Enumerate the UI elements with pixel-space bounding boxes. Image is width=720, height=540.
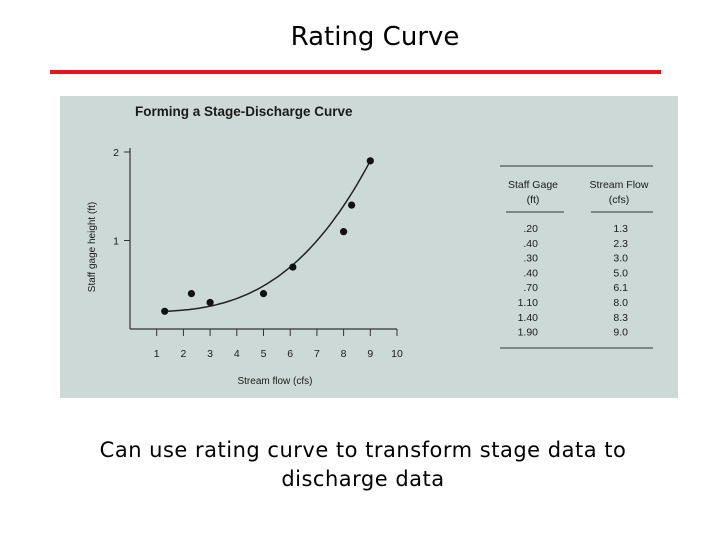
table-cell-flow: 8.0: [613, 297, 628, 309]
x-tick-label: 3: [207, 348, 213, 360]
chart-title: Forming a Stage-Discharge Curve: [135, 104, 353, 119]
curve-path: [164, 160, 371, 313]
data-point: [187, 290, 196, 298]
data-point: [340, 228, 348, 236]
caption-line-2: discharge data: [281, 467, 445, 491]
table-cell-flow: 3.0: [613, 253, 628, 265]
table-cell-flow: 8.3: [613, 312, 628, 324]
caption-line-1: Can use rating curve to transform stage …: [99, 438, 627, 462]
chart-axes: 1 2 3 4 5 6 7 8 9 10 1 2: [113, 147, 403, 360]
table-cell-stage: .70: [523, 282, 538, 294]
x-tick-label: 10: [391, 348, 403, 360]
x-tick-label: 2: [180, 348, 186, 360]
data-point: [206, 298, 214, 307]
table-cell-stage: 1.40: [518, 312, 539, 324]
x-axis-label: Stream flow (cfs): [237, 376, 312, 387]
x-tick-label: 5: [261, 348, 267, 360]
x-tick-label: 1: [154, 348, 160, 360]
x-tick-label: 6: [287, 348, 293, 360]
table-cell-stage: 1.90: [518, 327, 539, 339]
table-cell-flow: 6.1: [613, 282, 628, 294]
table-cell-flow: 2.3: [613, 238, 628, 250]
slide-caption: Can use rating curve to transform stage …: [0, 436, 720, 494]
x-tick-label: 8: [341, 348, 347, 360]
table-cell-stage: .40: [523, 267, 538, 279]
table-header-staff-gage-unit: (ft): [527, 194, 540, 206]
data-point: [289, 263, 297, 271]
rating-curve-figure: Forming a Stage-Discharge Curve Staff ga…: [60, 96, 678, 398]
rating-curve-line: [164, 160, 371, 313]
y-tick-label: 1: [113, 236, 119, 248]
table-cell-flow: 5.0: [613, 267, 628, 279]
data-point: [348, 201, 356, 209]
table-cell-stage: 1.10: [518, 297, 539, 309]
slide-title: Rating Curve: [290, 22, 460, 52]
stage-flow-table: Staff Gage (ft) Stream Flow (cfs) .20 1.3 .40 2…: [500, 165, 653, 349]
y-tick-label: 2: [113, 147, 119, 159]
data-points: [161, 157, 374, 315]
table-cell-stage: .30: [523, 253, 538, 265]
table-cell-stage: .20: [523, 223, 538, 235]
title-divider: [50, 70, 661, 74]
x-tick-label: 7: [314, 348, 320, 360]
data-point: [259, 290, 268, 298]
x-tick-label: 9: [367, 348, 373, 360]
table-cell-flow: 1.3: [613, 223, 628, 235]
table-header-stream-flow-unit: (cfs): [609, 194, 629, 206]
data-point: [366, 157, 374, 165]
table-cell-flow: 9.0: [613, 327, 628, 339]
data-point: [161, 307, 169, 315]
y-axis-label: Staff gage height (ft): [87, 202, 98, 292]
table-cell-stage: .40: [523, 238, 538, 250]
table-header-stream-flow: Stream Flow: [590, 179, 649, 191]
table-header-staff-gage: Staff Gage: [508, 179, 558, 191]
x-tick-label: 4: [234, 348, 240, 360]
stage-discharge-chart: Forming a Stage-Discharge Curve Staff ga…: [87, 104, 653, 387]
